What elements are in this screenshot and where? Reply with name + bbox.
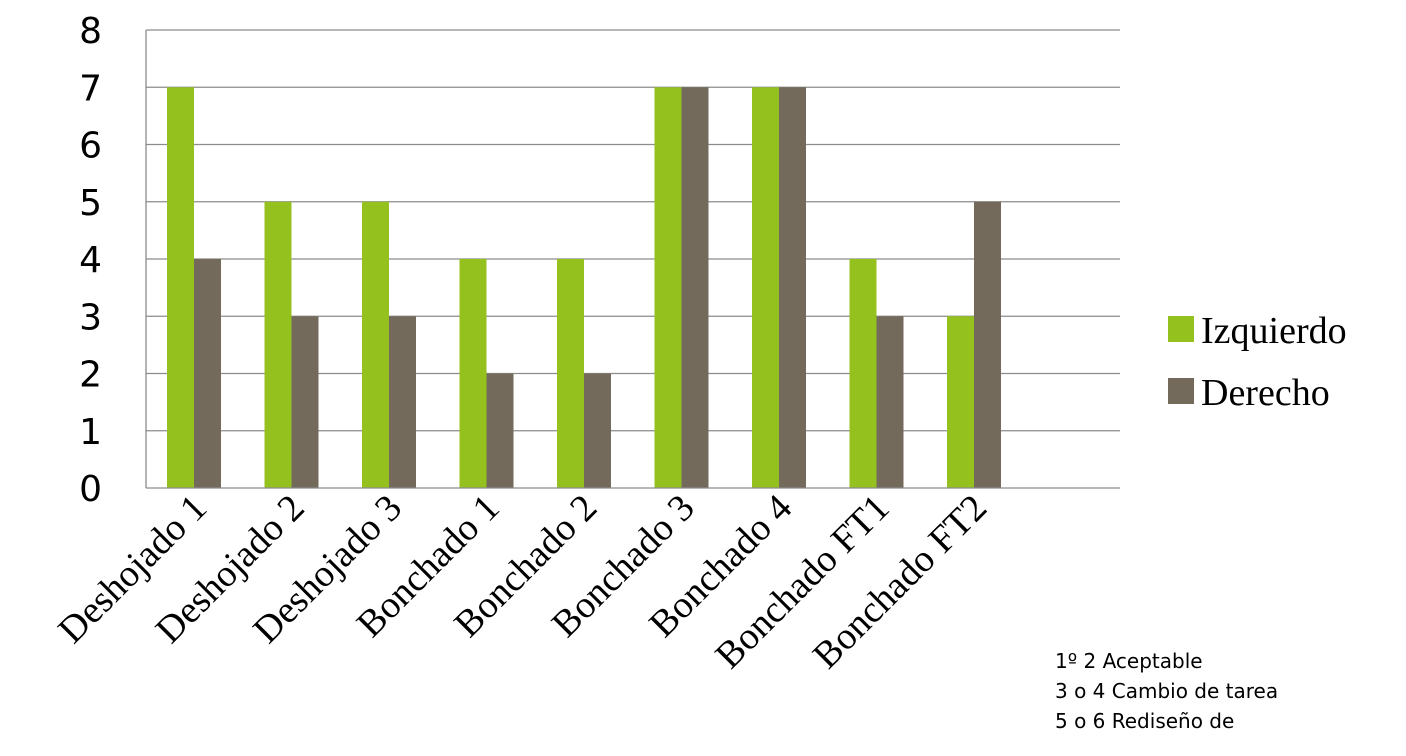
bar-derecho bbox=[194, 259, 221, 488]
bar-izquierdo bbox=[167, 87, 194, 488]
bar-izquierdo bbox=[459, 259, 487, 488]
y-tick-label: 8 bbox=[79, 11, 102, 52]
legend-swatch bbox=[1168, 316, 1194, 342]
bar-izquierdo bbox=[849, 259, 877, 488]
axes bbox=[145, 30, 1120, 489]
legend: Izquierdo Derecho bbox=[1168, 310, 1347, 414]
note-line: 1º 2 Aceptable bbox=[1055, 649, 1203, 673]
y-tick-label: 6 bbox=[79, 126, 102, 167]
bar-derecho bbox=[584, 373, 611, 488]
bar-izquierdo bbox=[947, 316, 974, 488]
note-line: 3 o 4 Cambio de tarea bbox=[1055, 679, 1279, 703]
y-tick-label: 2 bbox=[79, 355, 102, 396]
legend-label: Derecho bbox=[1201, 372, 1330, 414]
bar-derecho bbox=[389, 316, 416, 488]
bar-derecho bbox=[681, 87, 709, 488]
y-tick-label: 1 bbox=[79, 412, 102, 453]
legend-label: Izquierdo bbox=[1201, 310, 1347, 352]
bar-izquierdo bbox=[752, 87, 779, 488]
rating-note: 1º 2 Aceptable 3 o 4 Cambio de tarea 5 o… bbox=[1055, 646, 1278, 736]
y-tick-label: 7 bbox=[79, 68, 102, 109]
legend-swatch bbox=[1168, 378, 1194, 404]
x-category-label: Bonchado FT2 bbox=[805, 487, 995, 677]
bar-derecho bbox=[876, 316, 904, 488]
bar-derecho bbox=[779, 87, 806, 488]
y-tick-labels: 0 1 2 3 4 5 6 7 8 bbox=[79, 11, 102, 510]
y-tick-label: 0 bbox=[79, 469, 102, 510]
bar-izquierdo bbox=[264, 201, 292, 488]
bar-izquierdo bbox=[654, 87, 682, 488]
bar-izquierdo bbox=[557, 259, 584, 488]
y-tick-label: 3 bbox=[79, 297, 102, 338]
bar-izquierdo bbox=[362, 201, 389, 488]
bar-derecho bbox=[486, 373, 514, 488]
bar-derecho bbox=[974, 201, 1001, 488]
bars bbox=[167, 87, 1001, 488]
y-tick-label: 5 bbox=[79, 183, 102, 224]
bar-derecho bbox=[291, 316, 319, 488]
y-tick-label: 4 bbox=[79, 240, 102, 281]
note-line: 5 o 6 Rediseño de bbox=[1055, 709, 1235, 733]
